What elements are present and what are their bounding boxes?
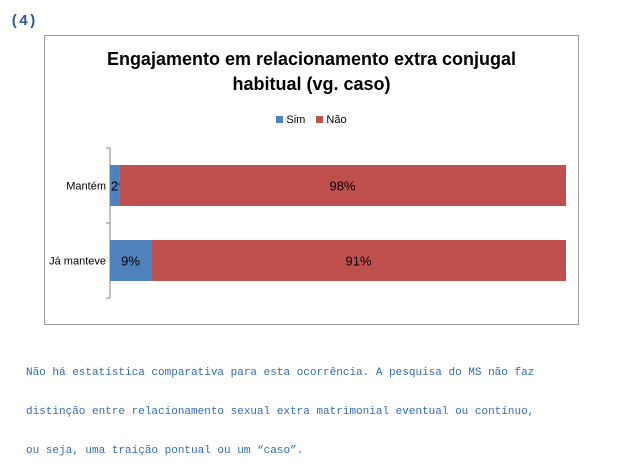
section-label: (4) xyxy=(10,13,38,30)
data-label: 91% xyxy=(346,254,372,269)
chart-title-line-1: Engajamento em relacionamento extra conj… xyxy=(106,49,517,69)
footnote-line-2: distinção entre relacionamento sexual ex… xyxy=(26,406,535,418)
legend-label-nao: Não xyxy=(326,114,347,126)
chart-legend: Sim Não xyxy=(44,114,579,126)
footnote: Não há estatística comparativa para esta… xyxy=(26,341,606,471)
legend-label-sim: Sim xyxy=(286,114,306,126)
legend-swatch-sim xyxy=(276,116,284,123)
legend-item-sim: Sim xyxy=(276,114,305,126)
chart-title: Engajamento em relacionamento extra conj… xyxy=(44,47,579,97)
category-label: Já manteve xyxy=(49,256,106,268)
bar-sim xyxy=(110,240,152,281)
bar-nao xyxy=(151,240,567,281)
bar-nao xyxy=(119,165,567,206)
footnote-line-1: Não há estatística comparativa para esta… xyxy=(26,367,535,379)
data-label: 98% xyxy=(330,179,356,194)
footnote-line-3: ou seja, uma traição pontual ou um “caso… xyxy=(26,445,304,457)
data-label: 9% xyxy=(121,254,140,269)
chart-title-line-2: habitual (vg. caso) xyxy=(232,74,391,94)
legend-item-nao: Não xyxy=(316,114,347,126)
category-label: Mantém xyxy=(66,181,106,193)
bar-sim xyxy=(110,165,120,206)
legend-swatch-nao xyxy=(316,116,324,123)
